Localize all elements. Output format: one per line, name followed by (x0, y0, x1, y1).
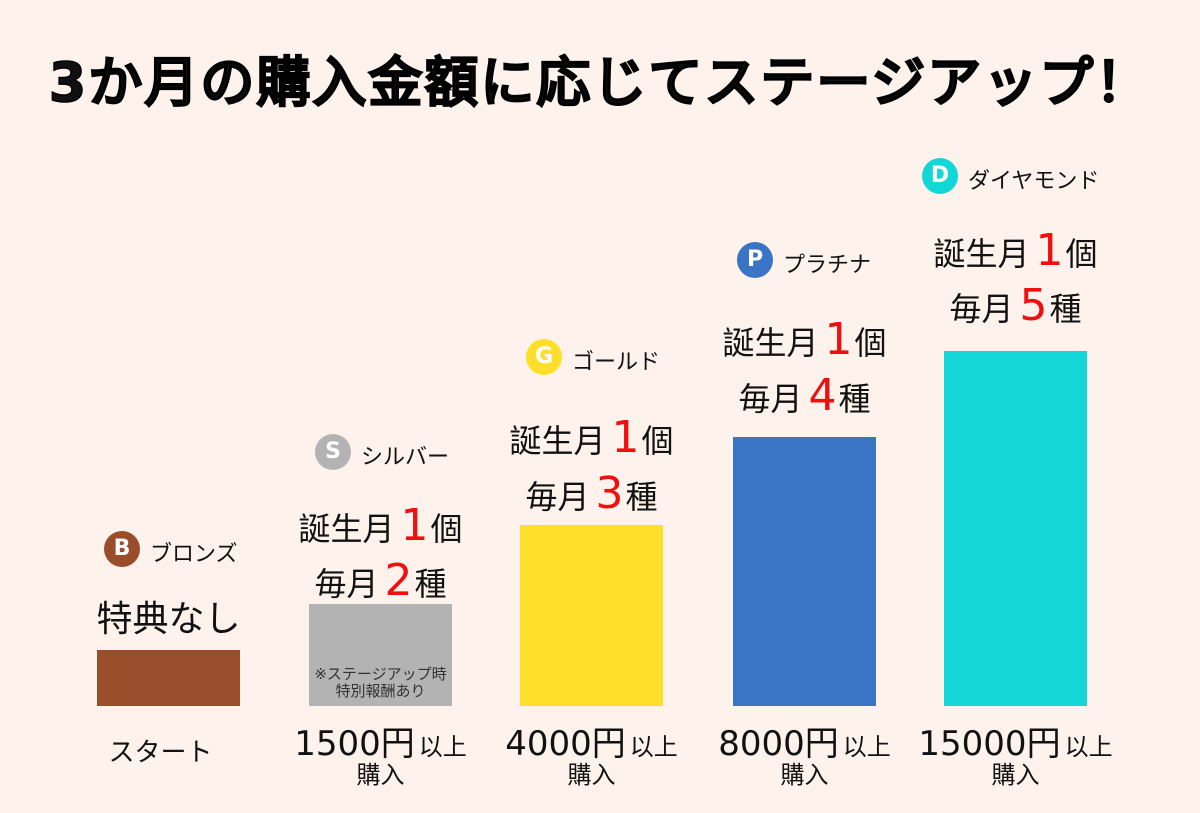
monthly-benefit: 毎月 5種 (896, 280, 1136, 331)
stage-badge-icon: G (526, 339, 562, 375)
birthday-unit: 個 (1065, 235, 1098, 273)
amount-suffix: 以上 (629, 733, 678, 761)
monthly-label: 毎月 (525, 478, 590, 516)
bar-ブロンズ (97, 650, 240, 706)
note-line: 特別報酬あり (335, 682, 426, 700)
birthday-benefit: 誕生月 1個 (896, 225, 1136, 276)
amount-value: 1500円 (294, 724, 415, 764)
birthday-benefit: 誕生月 1個 (685, 314, 925, 365)
monthly-unit: 種 (838, 380, 871, 418)
monthly-unit: 種 (414, 565, 447, 603)
purchase-amount: 1500円 以上 (261, 726, 501, 765)
purchase-label: 購入 (780, 761, 829, 789)
monthly-count: 3 (595, 468, 624, 519)
birthday-count: 1 (400, 500, 429, 551)
birthday-unit: 個 (641, 422, 674, 460)
amount-suffix: 以上 (418, 733, 467, 761)
stage-name: ゴールド (572, 350, 661, 375)
bar-シルバー (309, 604, 452, 706)
purchase-label: 購入 (991, 761, 1040, 789)
birthday-label: 誕生月 (298, 510, 395, 548)
stage-up-note: ※ステージアップ時 特別報酬あり (309, 666, 452, 700)
monthly-unit: 種 (1049, 290, 1082, 328)
monthly-benefit: 毎月 3種 (472, 468, 712, 519)
stage-name: ブロンズ (150, 542, 238, 567)
monthly-benefit: 毎月 2種 (261, 555, 501, 606)
purchase-amount: 8000円 以上 (685, 726, 925, 765)
bar-ゴールド (520, 525, 663, 706)
birthday-label: 誕生月 (509, 422, 606, 460)
start-label: スタート (108, 738, 213, 768)
monthly-label: 毎月 (738, 380, 803, 418)
birthday-benefit: 誕生月 1個 (472, 412, 712, 463)
note-line: ※ステージアップ時 (314, 665, 447, 683)
birthday-count: 1 (824, 314, 853, 365)
bar-プラチナ (733, 437, 876, 706)
amount-value: 4000円 (505, 724, 626, 764)
monthly-benefit: 毎月 4種 (685, 370, 925, 421)
purchase-label: 購入 (356, 761, 405, 789)
monthly-count: 5 (1019, 280, 1048, 331)
birthday-count: 1 (1035, 225, 1064, 276)
birthday-unit: 個 (430, 510, 463, 548)
birthday-benefit: 誕生月 1個 (261, 500, 501, 551)
stage-badge-icon: D (922, 158, 958, 194)
stage-name: ダイヤモンド (968, 169, 1100, 194)
stage-name: シルバー (361, 445, 450, 470)
monthly-count: 4 (808, 370, 837, 421)
stage-badge-icon: S (315, 434, 351, 470)
birthday-unit: 個 (854, 324, 887, 362)
amount-suffix: 以上 (1064, 733, 1113, 761)
stage-badge-icon: B (104, 531, 140, 567)
monthly-label: 毎月 (314, 565, 379, 603)
amount-value: 8000円 (718, 724, 839, 764)
page-title: 3か月の購入金額に応じてステージアップ！ (48, 50, 1152, 115)
monthly-count: 2 (384, 555, 413, 606)
purchase-amount: 15000円 以上 (896, 726, 1136, 765)
birthday-count: 1 (611, 412, 640, 463)
amount-value: 15000円 (918, 724, 1061, 764)
birthday-label: 誕生月 (933, 235, 1030, 273)
bar-ダイヤモンド (944, 351, 1087, 706)
monthly-unit: 種 (625, 478, 658, 516)
amount-suffix: 以上 (842, 733, 891, 761)
birthday-label: 誕生月 (722, 324, 819, 362)
monthly-label: 毎月 (949, 290, 1014, 328)
benefit-text: 特典なし (96, 599, 241, 640)
purchase-amount: 4000円 以上 (472, 726, 712, 765)
stage-name: プラチナ (783, 253, 872, 278)
purchase-label: 購入 (567, 761, 616, 789)
stage-badge-icon: P (737, 242, 773, 278)
